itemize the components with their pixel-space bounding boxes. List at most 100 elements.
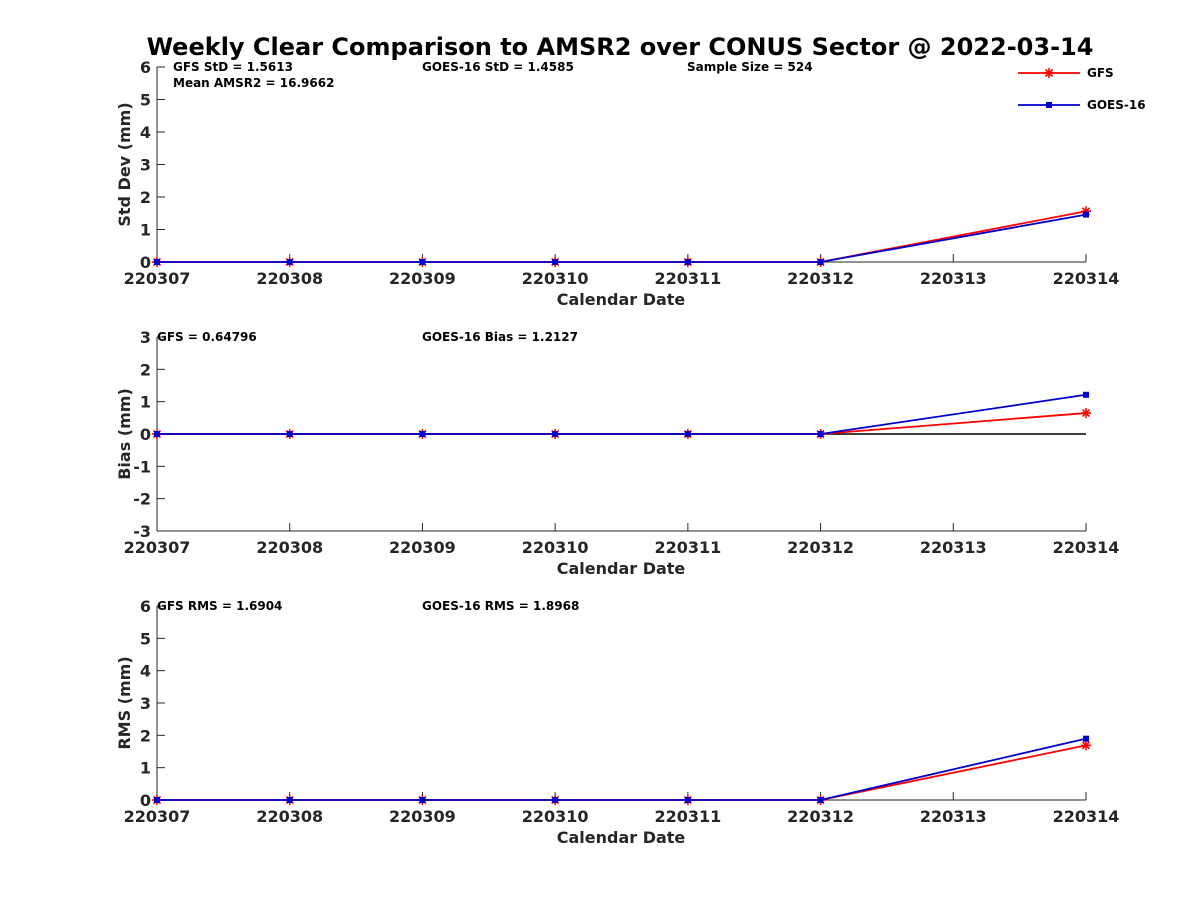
chart-legend: GFS GOES-16: [1018, 66, 1146, 112]
y-tick-label: 4: [140, 662, 151, 681]
stat-annotation: GFS = 0.64796: [157, 330, 257, 344]
x-tick-label: 220308: [256, 538, 323, 557]
legend-marker-asterisk: [1044, 68, 1054, 78]
x-tick-label: 220313: [920, 538, 987, 557]
y-tick-label: 0: [140, 425, 151, 444]
y-tick-label: 4: [140, 123, 151, 142]
chart-panel-2: -3 -2 -1 0 1 2 3 220307 220308 220309 220310 220311…: [115, 328, 1119, 578]
stat-annotation: GFS StD = 1.5613: [173, 60, 293, 74]
data-point-goes-16: [684, 431, 691, 437]
legend-marker-square: [1046, 102, 1052, 108]
series-line-goes-16: [157, 393, 1087, 435]
y-tick-label: 3: [140, 328, 151, 347]
data-point-goes-16: [419, 797, 426, 803]
stat-annotation: Mean AMSR2 = 16.9662: [173, 76, 334, 90]
x-tick-label: 220308: [256, 269, 323, 288]
legend-label: GFS: [1087, 66, 1114, 80]
data-point-goes-16: [154, 259, 160, 265]
data-point-goes-16: [817, 797, 824, 803]
stat-annotation: GOES-16 Bias = 1.2127: [422, 330, 578, 344]
y-tick-label: 2: [140, 360, 151, 379]
y-axis-label: Bias (mm): [115, 388, 134, 480]
data-point-goes-16: [552, 259, 559, 265]
x-tick-label: 220307: [124, 538, 191, 557]
data-point-gfs: [1081, 740, 1091, 751]
data-point-goes-16: [1083, 735, 1089, 742]
series-line-gfs: [157, 210, 1087, 263]
y-tick-label: 5: [140, 629, 151, 648]
data-point-goes-16: [684, 259, 691, 265]
x-tick-label: 220312: [787, 538, 854, 557]
x-tick-label: 220310: [522, 538, 589, 557]
data-point-goes-16: [552, 797, 559, 803]
data-point-goes-16: [154, 797, 160, 803]
data-point-goes-16: [419, 431, 426, 437]
data-point-goes-16: [286, 431, 293, 437]
y-tick-label: 3: [140, 156, 151, 175]
chart-panel-1: 0 1 2 3 4 5 6 220307 220308 220309 220310 220311 220…: [115, 58, 1119, 309]
stat-annotation: GFS RMS = 1.6904: [157, 599, 282, 613]
x-tick-label: 220314: [1053, 538, 1120, 557]
stat-annotation: GOES-16 StD = 1.4585: [422, 60, 574, 74]
x-tick-label: 220308: [256, 807, 323, 826]
data-point-goes-16: [817, 431, 824, 437]
series-line-gfs: [157, 744, 1087, 801]
stat-annotation: Sample Size = 524: [687, 60, 813, 74]
y-tick-label: -1: [133, 457, 151, 476]
y-tick-label: 1: [140, 759, 151, 778]
data-point-goes-16: [286, 259, 293, 265]
x-tick-label: 220309: [389, 538, 456, 557]
y-tick-label: -3: [133, 522, 151, 541]
y-tick-label: -2: [133, 490, 151, 509]
x-tick-label: 220311: [654, 269, 721, 288]
x-tick-label: 220307: [124, 269, 191, 288]
series-line-goes-16: [157, 737, 1087, 801]
y-tick-label: 1: [140, 221, 151, 240]
data-point-goes-16: [552, 431, 559, 437]
x-tick-label: 220314: [1053, 269, 1120, 288]
x-axis-label: Calendar Date: [557, 290, 686, 309]
data-point-goes-16: [684, 797, 691, 803]
x-axis-label: Calendar Date: [557, 559, 686, 578]
x-tick-label: 220314: [1053, 807, 1120, 826]
y-tick-label: 1: [140, 393, 151, 412]
x-tick-label: 220312: [787, 269, 854, 288]
data-point-goes-16: [286, 797, 293, 803]
y-tick-label: 6: [140, 58, 151, 77]
y-tick-label: 2: [140, 188, 151, 207]
data-point-goes-16: [154, 431, 160, 437]
x-tick-label: 220310: [522, 269, 589, 288]
x-tick-label: 220309: [389, 269, 456, 288]
asterisk-stroke: [1044, 68, 1054, 78]
y-tick-label: 6: [140, 597, 151, 616]
legend-label: GOES-16: [1087, 98, 1146, 112]
x-tick-label: 220311: [654, 538, 721, 557]
y-tick-label: 2: [140, 726, 151, 745]
chart-panel-3: 0 1 2 3 4 5 6 220307 220308 220309 220310 220311 220…: [115, 597, 1119, 847]
x-tick-label: 220309: [389, 807, 456, 826]
chart-title: Weekly Clear Comparison to AMSR2 over CO…: [147, 33, 1094, 61]
y-tick-label: 3: [140, 694, 151, 713]
data-point-goes-16: [1083, 211, 1089, 218]
y-axis-label: RMS (mm): [115, 656, 134, 749]
x-tick-label: 220307: [124, 807, 191, 826]
data-point-goes-16: [419, 259, 426, 265]
data-point-goes-16: [817, 259, 824, 265]
y-tick-label: 5: [140, 91, 151, 110]
y-tick-label: 0: [140, 253, 151, 272]
x-axis-label: Calendar Date: [557, 828, 686, 847]
x-tick-label: 220310: [522, 807, 589, 826]
x-tick-label: 220311: [654, 807, 721, 826]
data-point-goes-16: [1083, 391, 1089, 398]
y-axis-label: Std Dev (mm): [115, 102, 134, 226]
x-tick-label: 220312: [787, 807, 854, 826]
x-tick-label: 220313: [920, 807, 987, 826]
asterisk-stroke: [1081, 741, 1091, 750]
y-tick-label: 0: [140, 791, 151, 810]
x-tick-label: 220313: [920, 269, 987, 288]
stat-annotation: GOES-16 RMS = 1.8968: [422, 599, 579, 613]
asterisk-stroke: [1081, 408, 1091, 418]
data-point-gfs: [1081, 408, 1091, 419]
